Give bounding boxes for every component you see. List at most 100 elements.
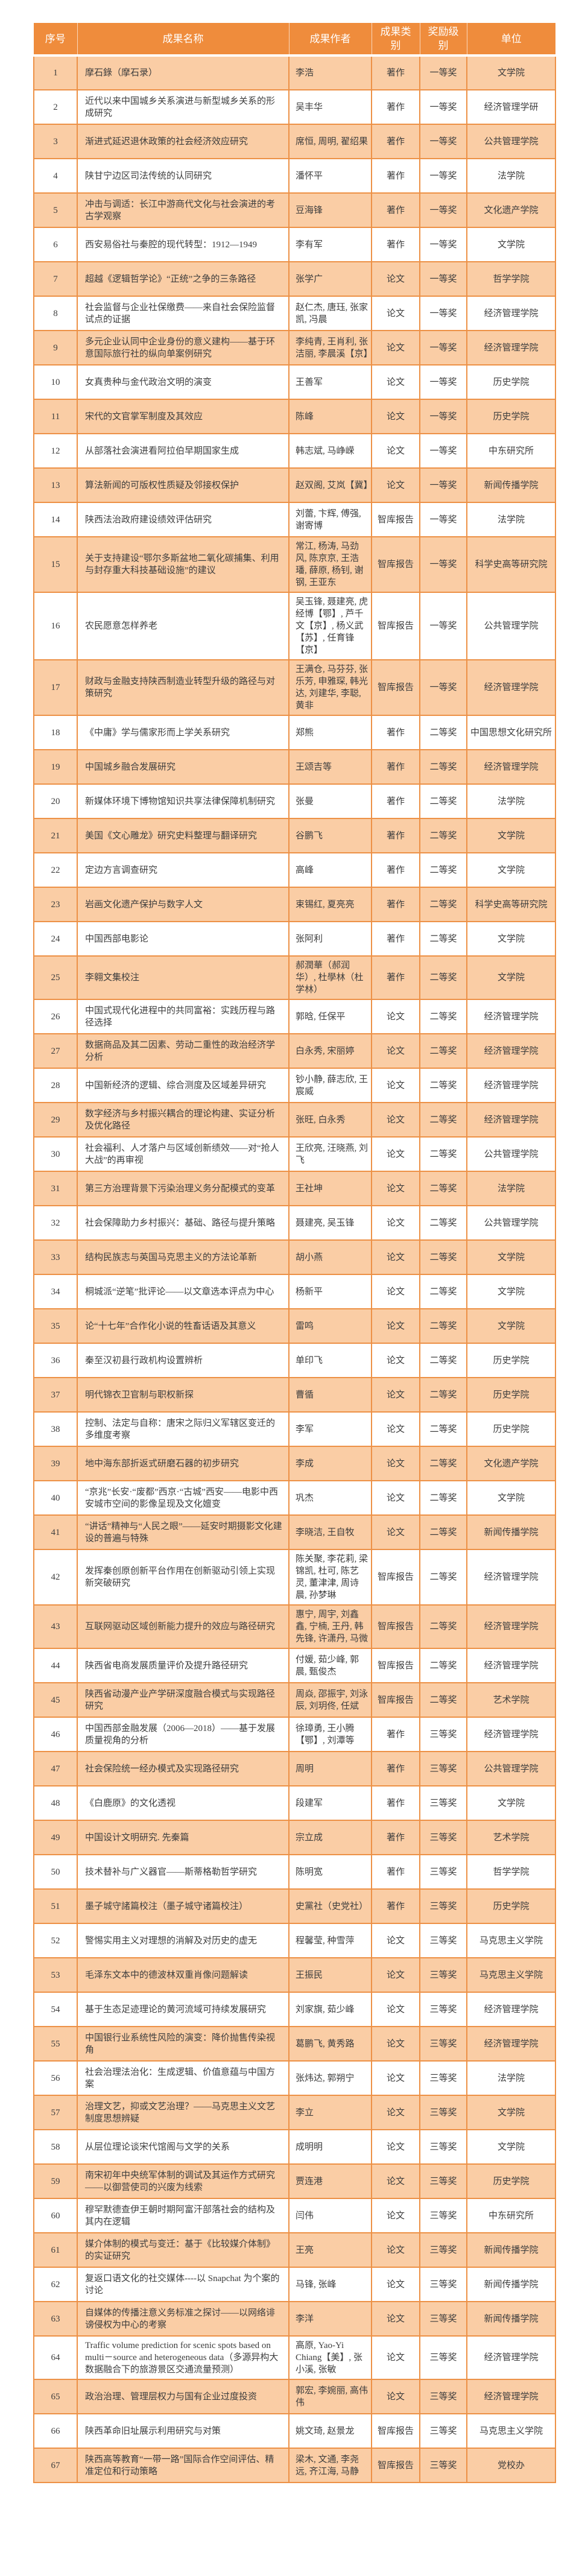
cell-authors: 梁木, 文通, 李尧远, 齐江海, 马静 <box>288 2448 372 2483</box>
cell-authors: 王振民 <box>288 1957 372 1993</box>
cell-authors: 王欣亮, 汪晓燕, 刘飞 <box>288 1136 372 1172</box>
table-row: 54 基于生态足迹理论的黄河流域可持续发展研究 刘家旗, 茹少峰 论文 三等奖 经济管理学… <box>33 1992 556 2027</box>
cell-title: 中国城乡融合发展研究 <box>77 749 290 785</box>
cell-authors: 吴丰华 <box>288 89 372 125</box>
cell-authors: 白永秀, 宋丽婷 <box>288 1033 372 1069</box>
cell-authors: 王善军 <box>288 364 372 400</box>
cell-unit: 经济管理学院 <box>466 1604 556 1649</box>
cell-category: 论文 <box>371 330 420 366</box>
table-row: 46 中国西部金融发展（2006—2018）——基于发展质量视角的分析 徐璋勇, 王… <box>33 1717 556 1752</box>
cell-unit: 经济管理学院 <box>466 1102 556 1138</box>
cell-no: 45 <box>33 1682 78 1718</box>
table-row: 49 中国设计文明研究. 先秦篇 宗立成 著作 三等奖 艺术学院 <box>33 1820 556 1855</box>
cell-authors: 惠宁, 周宇, 刘鑫鑫, 宁楠, 王丹, 韩先锋, 许潇丹, 马微 <box>288 1604 372 1649</box>
cell-no: 55 <box>33 2026 78 2062</box>
cell-award: 二等奖 <box>419 1514 467 1550</box>
cell-unit: 马克思主义学院 <box>466 2413 556 2449</box>
cell-award: 二等奖 <box>419 1274 467 1309</box>
cell-category: 论文 <box>371 1205 420 1241</box>
cell-no: 7 <box>33 261 78 297</box>
cell-category: 著作 <box>371 227 420 262</box>
cell-title: 中国新经济的逻辑、综合测度及区域差异研究 <box>77 1068 290 1103</box>
cell-title: 中国银行业系统性风险的演变：降价抛售传染视角 <box>77 2026 290 2062</box>
table-row: 29 数字经济与乡村振兴耦合的理论构建、实证分析及优化路径 张旺, 白永秀 论文 二等奖… <box>33 1102 556 1138</box>
cell-unit: 法学院 <box>466 2060 556 2096</box>
cell-award: 二等奖 <box>419 1205 467 1241</box>
cell-authors: 王社坤 <box>288 1171 372 1206</box>
cell-title: 李翱文集校注 <box>77 955 290 1000</box>
cell-award: 二等奖 <box>419 818 467 853</box>
cell-category: 论文 <box>371 2129 420 2165</box>
table-row: 17 财政与金融支持陕西制造业转型升级的路径与对策研究 王满仓, 马芬芬, 张乐芳,… <box>33 659 556 716</box>
cell-award: 二等奖 <box>419 1102 467 1138</box>
cell-authors: 葛鹏飞, 黄秀路 <box>288 2026 372 2062</box>
cell-title: 数据商品及其二因素、劳动二重性的政治经济学分析 <box>77 1033 290 1069</box>
cell-category: 智库报告 <box>371 2448 420 2483</box>
cell-title: 发挥秦创原创新平台作用在创新驱动引领上实现新突破研究 <box>77 1549 290 1606</box>
table-row: 28 中国新经济的逻辑、综合测度及区域差异研究 钞小静, 薛志欣, 王宸威 论文 二等奖… <box>33 1068 556 1103</box>
cell-title: 数字经济与乡村振兴耦合的理论构建、实证分析及优化路径 <box>77 1102 290 1138</box>
cell-authors: 陈关聚, 李花莉, 梁锦凯, 杜可, 陈艺灵, 董津津, 周诗晨, 孙梦琳 <box>288 1549 372 1606</box>
cell-authors: 付媛, 茹少峰, 郭晨, 甄俊杰 <box>288 1648 372 1683</box>
cell-title: 陕西省动漫产业产学研深度融合模式与实现路径研究 <box>77 1682 290 1718</box>
cell-award: 一等奖 <box>419 124 467 159</box>
cell-award: 二等奖 <box>419 887 467 922</box>
cell-category: 论文 <box>371 1514 420 1550</box>
cell-category: 著作 <box>371 89 420 125</box>
cell-unit: 中东研究所 <box>466 433 556 469</box>
cell-title: 陕西高等教育“一带一路”国际合作空间评估、精准定位和行动策略 <box>77 2448 290 2483</box>
cell-no: 43 <box>33 1604 78 1649</box>
cell-unit: 文学院 <box>466 1785 556 1821</box>
cell-authors: 马锋, 张峰 <box>288 2267 372 2302</box>
cell-no: 20 <box>33 783 78 819</box>
cell-category: 智库报告 <box>371 536 420 593</box>
cell-title: 媒介体制的模式与变迁：基于《比较媒介体制》的实证研究 <box>77 2232 290 2268</box>
cell-authors: 李晓洁, 王自牧 <box>288 1514 372 1550</box>
cell-category: 论文 <box>371 1239 420 1275</box>
cell-title: 《中庸》学与儒家形而上学关系研究 <box>77 715 290 750</box>
cell-title: 陕西法治政府建设绩效评估研究 <box>77 502 290 537</box>
cell-award: 一等奖 <box>419 433 467 469</box>
cell-category: 论文 <box>371 1923 420 1958</box>
cell-unit: 历史学院 <box>466 399 556 434</box>
cell-title: “京兆”长安·“废都”西京·“古城”西安——电影中西安城市空间的影像呈现及文化嬗… <box>77 1480 290 1516</box>
cell-category: 论文 <box>371 1480 420 1516</box>
table-row: 1 摩石錄（摩石录） 李浩 著作 一等奖 文学院 <box>33 55 556 90</box>
cell-authors: 谷鹏飞 <box>288 818 372 853</box>
cell-award: 一等奖 <box>419 659 467 716</box>
cell-authors: 李军 <box>288 1411 372 1447</box>
cell-category: 论文 <box>371 1274 420 1309</box>
cell-no: 30 <box>33 1136 78 1172</box>
cell-authors: 张学广 <box>288 261 372 297</box>
cell-unit: 经济管理学院 <box>466 1717 556 1752</box>
cell-no: 15 <box>33 536 78 593</box>
cell-award: 三等奖 <box>419 2335 467 2380</box>
cell-category: 著作 <box>371 1785 420 1821</box>
cell-award: 一等奖 <box>419 399 467 434</box>
cell-unit: 文学院 <box>466 818 556 853</box>
cell-unit: 经济管理学院 <box>466 2026 556 2062</box>
cell-unit: 法学院 <box>466 158 556 194</box>
table-row: 47 社会保险统一经办模式及实现路径研究 周明 著作 三等奖 公共管理学院 <box>33 1751 556 1786</box>
cell-category: 著作 <box>371 887 420 922</box>
cell-category: 著作 <box>371 192 420 228</box>
table-row: 18 《中庸》学与儒家形而上学关系研究 郑熊 著作 二等奖 中国思想文化研究所 <box>33 715 556 750</box>
cell-award: 一等奖 <box>419 158 467 194</box>
column-header-category: 成果类别 <box>371 23 420 57</box>
cell-award: 三等奖 <box>419 2198 467 2233</box>
cell-title: 控制、法定与自称：唐宋之际归义军辖区变迁的多维度考察 <box>77 1411 290 1447</box>
cell-authors: 周明 <box>288 1751 372 1786</box>
cell-award: 二等奖 <box>419 749 467 785</box>
cell-authors: 成明明 <box>288 2129 372 2165</box>
cell-award: 二等奖 <box>419 1377 467 1413</box>
table-row: 35 论“十七年”合作化小说的牲畜话语及其意义 雷鸣 论文 二等奖 文学院 <box>33 1308 556 1344</box>
cell-category: 论文 <box>371 2198 420 2233</box>
table-row: 45 陕西省动漫产业产学研深度融合模式与实现路径研究 周焱, 邵振宇, 刘泳辰, 刘… <box>33 1682 556 1718</box>
cell-no: 31 <box>33 1171 78 1206</box>
cell-award: 二等奖 <box>419 1136 467 1172</box>
table-row: 34 桐城派“逆笔”批评论——以文章选本评点为中心 杨新平 论文 二等奖 文学院 <box>33 1274 556 1309</box>
cell-no: 56 <box>33 2060 78 2096</box>
cell-no: 10 <box>33 364 78 400</box>
cell-unit: 文学院 <box>466 1239 556 1275</box>
table-row: 2 近代以来中国城乡关系演进与新型城乡关系的形成研究 吴丰华 著作 一等奖 经济管理学研 <box>33 89 556 125</box>
